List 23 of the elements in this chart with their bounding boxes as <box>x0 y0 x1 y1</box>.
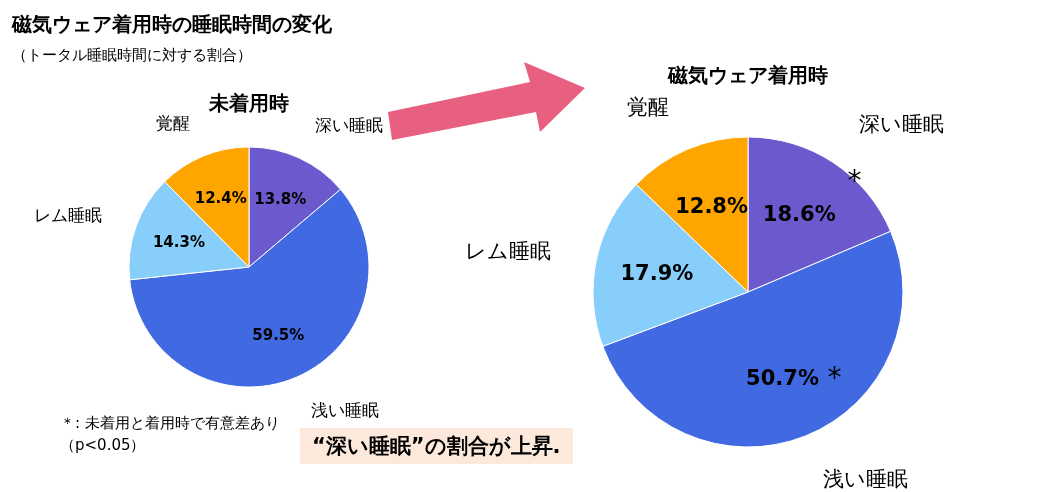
slice-label: 浅い睡眠 <box>310 400 379 421</box>
data-label: 59.5% <box>252 326 305 345</box>
chart-title: 磁気ウェア着用時の睡眠時間の変化 <box>11 12 333 36</box>
data-label: 12.4% <box>194 189 247 208</box>
legend-title: 未着用時 <box>208 91 289 115</box>
slice-label: レム睡眠 <box>34 204 103 225</box>
text: ＊: 未着用と着用時で有意差あり（p<0.05） <box>60 413 280 456</box>
data-label: 18.6% <box>762 202 836 227</box>
data-label: 13.8% <box>254 190 307 209</box>
data-label: 14.3% <box>152 233 205 252</box>
slice-label: 深い睡眠 <box>859 111 945 136</box>
slice-label: 浅い睡眠 <box>822 467 908 492</box>
data-label: 12.8% <box>675 194 749 219</box>
data-label: 50.7% <box>746 366 819 391</box>
text: “深い睡眠”の割合が上昇. <box>300 428 573 464</box>
slice-label: 覚醒 <box>155 112 190 133</box>
slice-label: レム睡眠 <box>464 239 551 264</box>
data-label: 17.9% <box>620 261 694 286</box>
slice-label: 深い睡眠 <box>314 115 383 136</box>
text: * <box>827 361 842 395</box>
slice-label: 覚醒 <box>627 94 670 119</box>
chart-subtitle: （トータル睡眠時間に対する割合） <box>12 46 252 64</box>
chart-title: 磁気ウェア着用時 <box>667 63 828 87</box>
